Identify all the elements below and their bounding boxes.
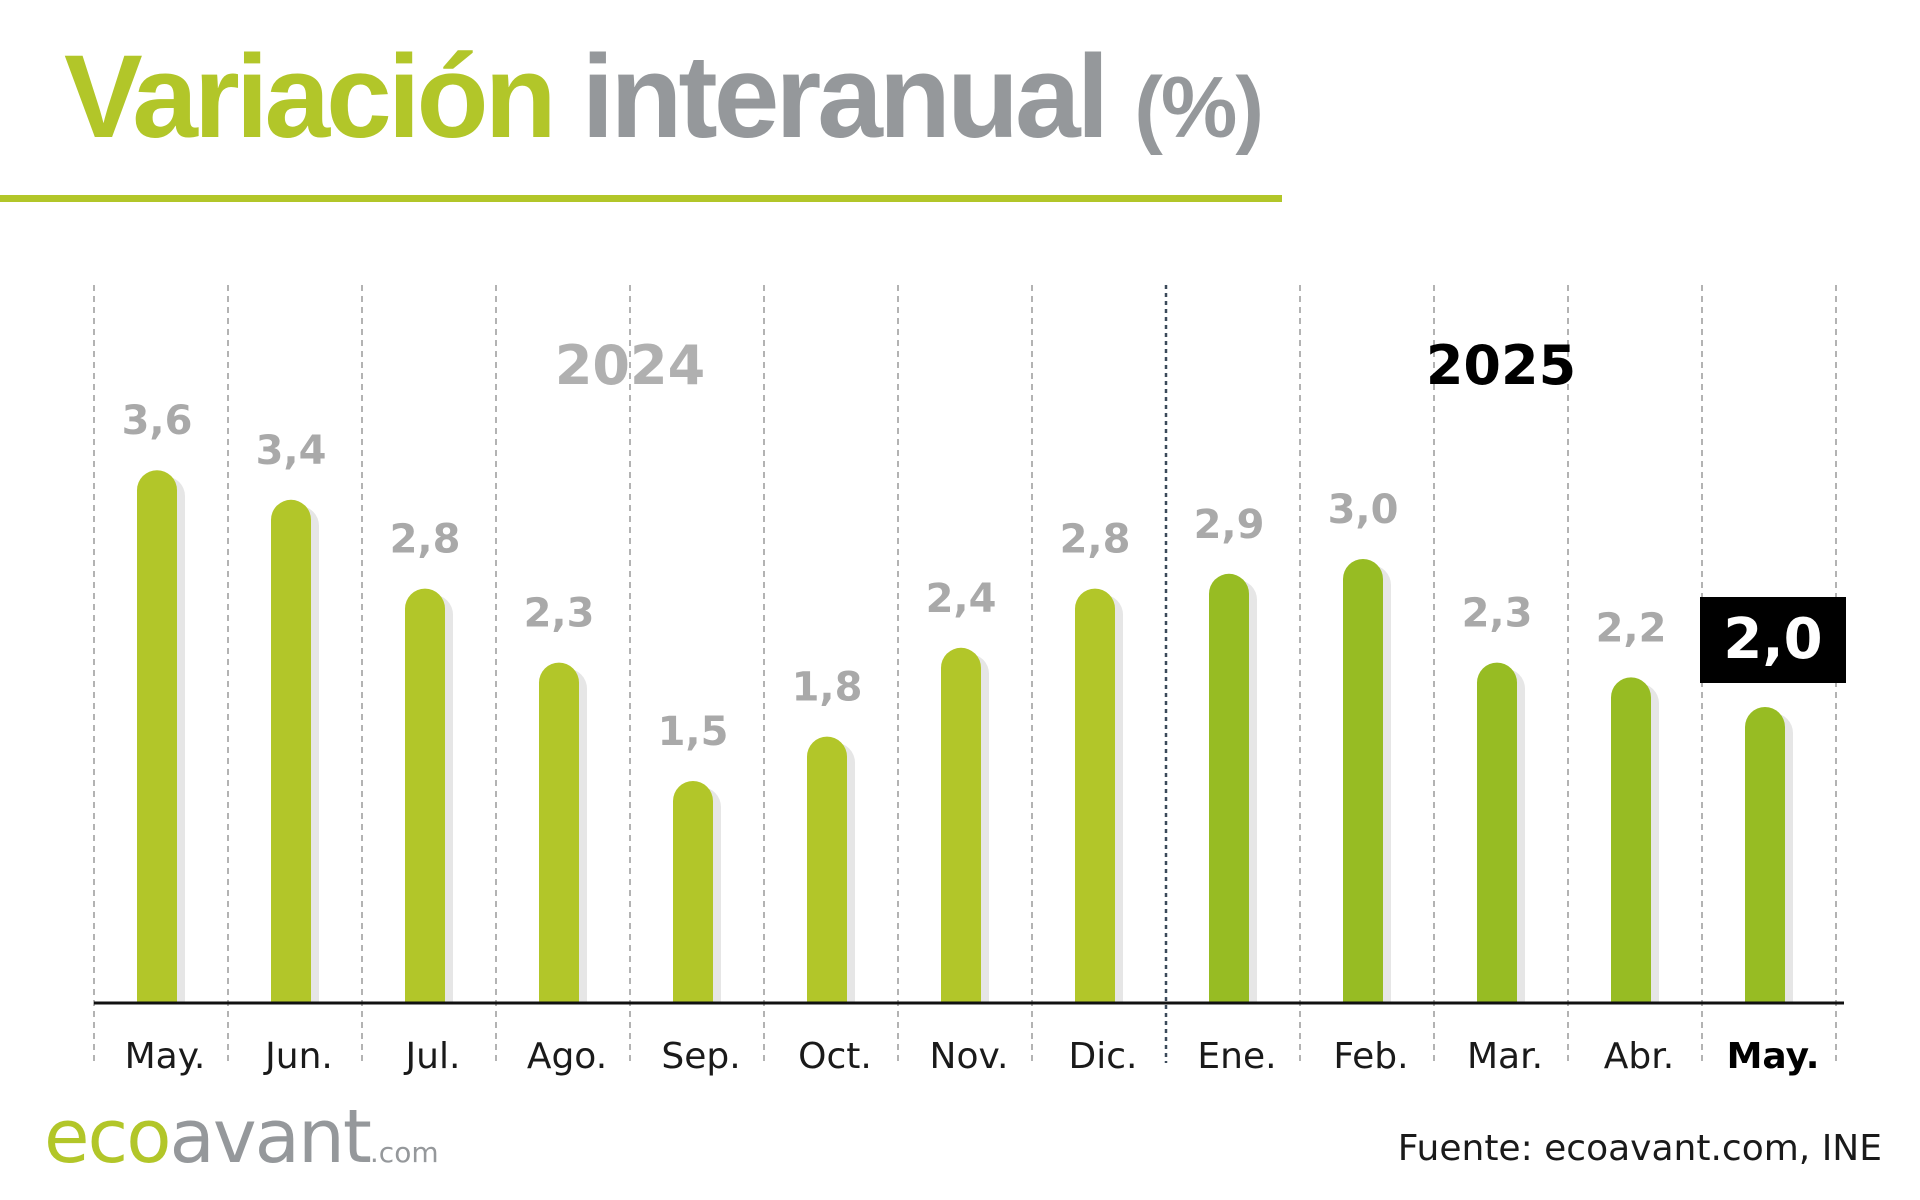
bar-value-label: 2,3 xyxy=(524,591,595,637)
title-part2: interanual xyxy=(581,31,1110,163)
category-label: Sep. xyxy=(661,1036,740,1077)
bar xyxy=(1745,707,1785,1003)
category-label: Mar. xyxy=(1467,1036,1543,1077)
bar xyxy=(1343,559,1383,1003)
logo-avant: avant xyxy=(169,1094,372,1180)
bar-value-label: 3,6 xyxy=(122,398,193,444)
bar xyxy=(539,662,579,1003)
bar xyxy=(1209,573,1249,1003)
logo-eco: eco xyxy=(44,1094,171,1180)
bar xyxy=(405,588,445,1003)
category-label: May. xyxy=(125,1036,206,1077)
category-label: Dic. xyxy=(1069,1036,1138,1077)
bar xyxy=(271,499,311,1003)
category-label: Ago. xyxy=(527,1036,607,1077)
bar xyxy=(807,736,847,1003)
bar-value-label: 2,3 xyxy=(1462,591,1533,637)
bar xyxy=(1075,588,1115,1003)
bar-value-label: 3,4 xyxy=(256,428,327,474)
category-label: Abr. xyxy=(1604,1036,1674,1077)
category-label: Ene. xyxy=(1197,1036,1276,1077)
bar-value-label: 1,5 xyxy=(658,709,729,755)
bar-value-label: 3,0 xyxy=(1328,487,1399,533)
category-label: Nov. xyxy=(930,1036,1009,1077)
year-group-label: 2024 xyxy=(555,334,705,397)
chart-title: Variación interanual (%) xyxy=(64,30,1264,166)
bar-value-label: 2,8 xyxy=(1060,517,1131,563)
title-part1: Variación xyxy=(64,31,557,163)
category-label: Jul. xyxy=(404,1036,461,1077)
highlight-value-box xyxy=(1700,597,1846,683)
year-group-label: 2025 xyxy=(1426,334,1576,397)
bar-value-label: 2,4 xyxy=(926,576,997,622)
ecoavant-logo: ecoavant.com xyxy=(44,1100,439,1174)
bar xyxy=(673,781,713,1003)
bar-value-label: 1,8 xyxy=(792,665,863,711)
category-label: May. xyxy=(1727,1036,1820,1077)
bar xyxy=(1611,677,1651,1003)
title-underline xyxy=(0,195,1282,202)
bar-value-label: 2,9 xyxy=(1194,502,1265,548)
bar xyxy=(137,470,177,1003)
logo-com: .com xyxy=(369,1136,439,1169)
bar-value-label: 2,2 xyxy=(1596,605,1667,651)
category-label: Jun. xyxy=(263,1036,333,1077)
category-label: Oct. xyxy=(798,1036,872,1077)
bar-value-label: 2,8 xyxy=(390,517,461,563)
source-note: Fuente: ecoavant.com, INE xyxy=(1397,1128,1882,1169)
bar-value-label: 2,0 xyxy=(1723,607,1822,672)
bar xyxy=(941,647,981,1003)
bar xyxy=(1477,662,1517,1003)
title-part3: (%) xyxy=(1134,60,1264,156)
category-label: Feb. xyxy=(1333,1036,1408,1077)
